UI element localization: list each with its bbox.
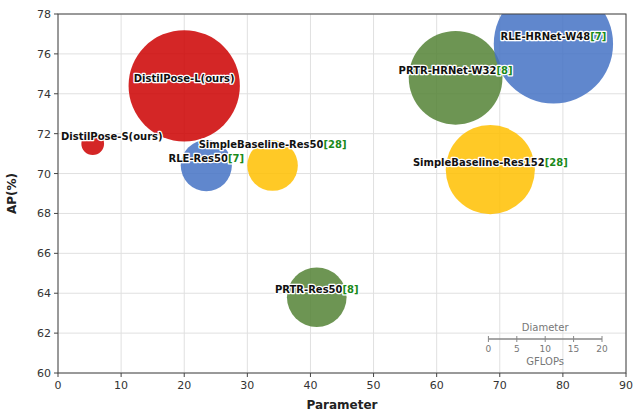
point-label-ref: [28] (545, 157, 568, 168)
size-legend: Diameter 0 5 10 15 20 GFLOPs (486, 322, 608, 367)
point-label-name: PRTR-Res50 (275, 284, 343, 295)
size-legend-tick (573, 336, 574, 342)
x-tick (58, 373, 59, 377)
y-tick-label: 66 (37, 247, 51, 260)
point-label-name: DistilPose-L(ours) (134, 73, 235, 84)
y-tick-label: 76 (37, 48, 51, 61)
size-legend-tick (602, 336, 603, 342)
point-label-name: PRTR-HRNet-W32 (399, 65, 497, 76)
point-label: PRTR-Res50[8] (275, 284, 359, 295)
x-tick-label: 10 (114, 379, 128, 392)
grid-line-x (121, 14, 122, 373)
x-tick (184, 373, 185, 377)
size-legend-tick (545, 336, 546, 342)
point-label: DistilPose-S(ours) (61, 131, 163, 142)
x-tick-label: 50 (367, 379, 381, 392)
x-tick-label: 60 (430, 379, 444, 392)
size-legend-tick-label: 10 (539, 344, 551, 354)
point-label: PRTR-HRNet-W32[8] (399, 65, 513, 76)
point-label: RLE-Res50[7] (169, 153, 245, 164)
y-tick-label: 60 (37, 367, 51, 380)
x-tick-label: 40 (303, 379, 317, 392)
bubble (409, 31, 503, 125)
point-labels: DistilPose-L(ours) DistilPose-S(ours) RLE-… (61, 31, 606, 295)
point-label: SimpleBaseline-Res152[28] (413, 157, 568, 168)
size-legend-title: Diameter (522, 322, 570, 333)
bubbles (81, 14, 613, 327)
x-tick (499, 373, 500, 377)
point-label: DistilPose-L(ours) (134, 73, 235, 84)
grid-line-y (58, 213, 626, 214)
y-tick (54, 53, 58, 54)
point-label: RLE-HRNet-W48[7] (501, 31, 607, 42)
size-legend-tick-label: 5 (514, 344, 520, 354)
size-legend-tick-label: 0 (486, 344, 492, 354)
point-label-name: RLE-HRNet-W48 (501, 31, 591, 42)
point-label-name: SimpleBaseline-Res152 (413, 157, 545, 168)
y-tick (54, 14, 58, 15)
y-tick-label: 78 (37, 8, 51, 21)
point-label-ref: [8] (496, 65, 512, 76)
x-tick (121, 373, 122, 377)
y-tick-label: 68 (37, 207, 51, 220)
x-tick-label: 70 (493, 379, 507, 392)
grid-line-x (373, 14, 374, 373)
y-tick (54, 213, 58, 214)
size-legend-tick-label: 20 (596, 344, 608, 354)
point-label-ref: [28] (323, 139, 346, 150)
chart: 010203040506070809060626466687072747678P… (0, 0, 640, 419)
y-tick (54, 93, 58, 94)
y-tick (54, 373, 58, 374)
y-tick-label: 62 (37, 327, 51, 340)
y-axis-label: AP(%) (5, 173, 19, 214)
size-legend-tick-label: 15 (568, 344, 579, 354)
size-legend-label: GFLOPs (526, 356, 564, 367)
point-label: SimpleBaseline-Res50[28] (199, 139, 347, 150)
y-tick-label: 70 (37, 168, 51, 181)
point-label-name: RLE-Res50 (169, 153, 228, 164)
y-tick-label: 64 (37, 287, 51, 300)
x-tick-label: 90 (619, 379, 633, 392)
bubble (494, 14, 613, 104)
y-tick (54, 253, 58, 254)
size-legend-tick (516, 336, 517, 342)
bubble (287, 267, 347, 327)
grid-line-y (58, 173, 626, 174)
y-tick-label: 74 (37, 88, 51, 101)
y-tick-label: 72 (37, 128, 51, 141)
y-tick (54, 333, 58, 334)
x-tick-label: 0 (55, 379, 62, 392)
point-label-name: DistilPose-S(ours) (61, 131, 163, 142)
size-legend-tick (488, 336, 489, 342)
point-label-ref: [8] (343, 284, 359, 295)
y-tick (54, 173, 58, 174)
x-tick-label: 20 (177, 379, 191, 392)
plot-frame (58, 14, 626, 373)
point-label-ref: [7] (228, 153, 244, 164)
point-label-ref: [7] (590, 31, 606, 42)
grid-line-x (247, 14, 248, 373)
y-tick (54, 133, 58, 134)
x-tick (373, 373, 374, 377)
bubble (129, 30, 240, 141)
x-tick (310, 373, 311, 377)
x-tick-label: 80 (556, 379, 570, 392)
axes: 010203040506070809060626466687072747678 (37, 8, 633, 392)
bubble (446, 125, 535, 214)
x-tick (247, 373, 248, 377)
point-label-name: SimpleBaseline-Res50 (199, 139, 324, 150)
grid-line-y (58, 253, 626, 254)
x-tick (436, 373, 437, 377)
x-tick (626, 373, 627, 377)
x-tick (562, 373, 563, 377)
x-axis-label: Parameter (306, 398, 377, 412)
x-tick-label: 30 (240, 379, 254, 392)
y-tick (54, 293, 58, 294)
